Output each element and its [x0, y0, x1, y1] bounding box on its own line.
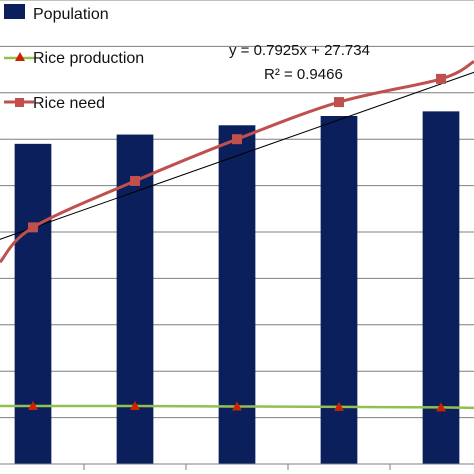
legend: Population Rice production Rice need: [4, 4, 144, 112]
marker-rice-production: [436, 402, 446, 412]
trendline-r-squared: R² = 0.9466: [264, 66, 343, 83]
legend-label-rice-need: Rice need: [33, 95, 105, 112]
legend-marker-rice-need: [15, 98, 24, 107]
marker-rice-production: [28, 401, 38, 410]
population-bars: [14, 111, 460, 465]
legend-label-population: Population: [33, 6, 109, 23]
trendline-rice-need: [0, 71, 474, 240]
legend-swatch-population: [4, 4, 25, 19]
bar-population: [218, 125, 256, 464]
legend-label-rice-production: Rice production: [33, 50, 144, 67]
series-lines: [0, 60, 474, 412]
bar-population: [14, 143, 52, 464]
marker-rice-need: [28, 222, 38, 233]
marker-rice-need: [334, 97, 344, 108]
marker-rice-need: [232, 134, 242, 145]
bar-population: [320, 116, 358, 464]
marker-rice-production: [232, 401, 242, 411]
x-axis: [0, 463, 474, 470]
trendline-equation: y = 0.7925x + 27.734: [229, 42, 370, 59]
marker-rice-production: [334, 401, 344, 411]
marker-rice-production: [130, 401, 140, 410]
marker-rice-need: [130, 175, 140, 186]
marker-rice-need: [436, 73, 446, 84]
legend-marker-rice-production: [15, 52, 25, 61]
